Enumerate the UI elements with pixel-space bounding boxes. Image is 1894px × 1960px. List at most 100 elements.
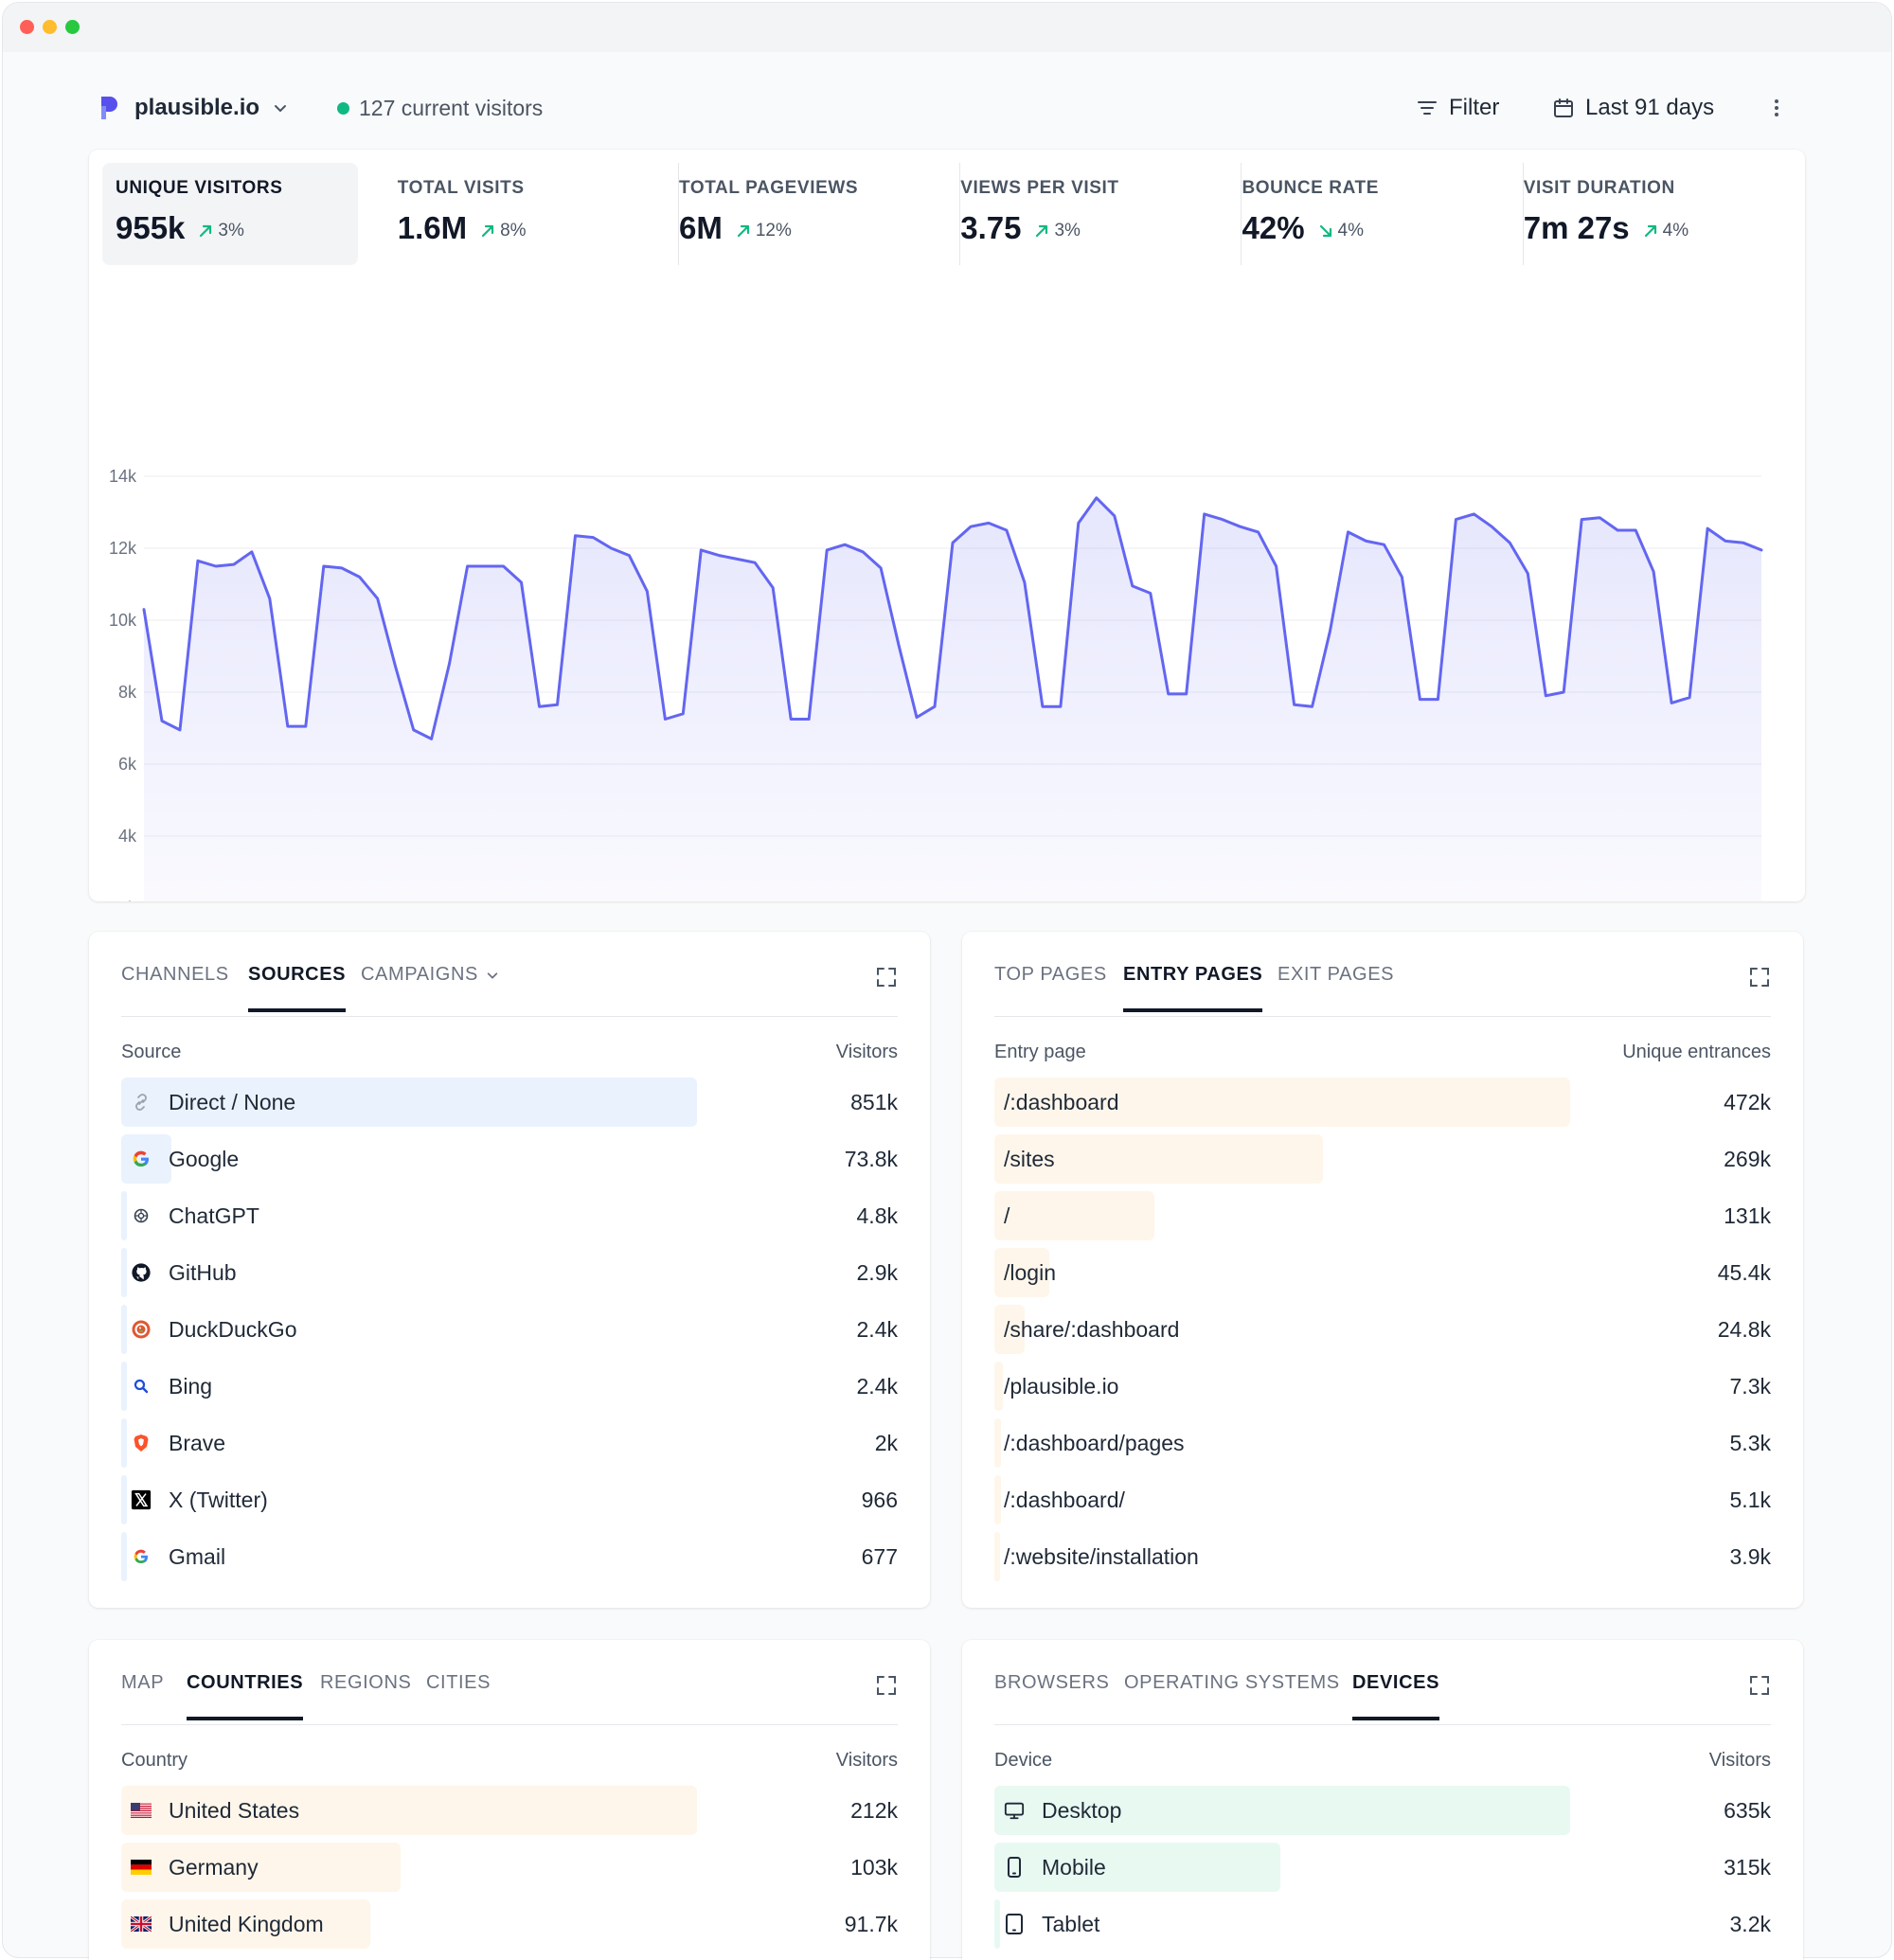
tab-cities[interactable]: CITIES — [426, 1672, 491, 1720]
list-item-label: ChatGPT — [169, 1203, 259, 1228]
data-point — [448, 662, 452, 666]
date-range-picker[interactable]: Last 91 days — [1553, 87, 1714, 129]
list-item[interactable]: GitHub 2.9k — [121, 1244, 898, 1301]
list-item[interactable]: ChatGPT 4.8k — [121, 1187, 898, 1244]
list-item[interactable]: Bing 2.4k — [121, 1358, 898, 1415]
list-item[interactable]: /sites 269k — [994, 1131, 1771, 1187]
y-tick-label: 14k — [109, 467, 137, 486]
list-item-label: GitHub — [169, 1259, 237, 1285]
metric-views-per-visit[interactable]: VIEWS PER VISIT 3.75 3% — [947, 163, 1242, 265]
list-item[interactable]: Tablet 3.2k — [994, 1896, 1771, 1952]
data-point — [1041, 704, 1045, 708]
data-point — [1329, 629, 1332, 633]
list-item[interactable]: X (Twitter) 966 — [121, 1471, 898, 1528]
current-visitors[interactable]: 127 current visitors — [337, 87, 543, 129]
list-item[interactable]: /:dashboard/pages 5.3k — [994, 1415, 1771, 1471]
metric-total-pageviews[interactable]: TOTAL PAGEVIEWS 6M 12% — [666, 163, 961, 265]
pages-list: /:dashboard 472k/sites 269k / 131k/login 45.4… — [994, 1074, 1771, 1585]
tab-channels[interactable]: CHANNELS — [121, 964, 229, 1012]
list-item[interactable]: / 131k — [994, 1187, 1771, 1244]
metric-bounce-rate[interactable]: BOUNCE RATE 42% 4% — [1228, 163, 1524, 265]
y-tick-label: 8k — [118, 683, 137, 702]
list-item[interactable]: Germany 103k — [121, 1839, 898, 1896]
list-item[interactable]: /login 45.4k — [994, 1244, 1771, 1301]
metric-value: 3.75 — [960, 210, 1022, 245]
list-item[interactable]: Gmail 677 — [121, 1528, 898, 1585]
tab-campaigns[interactable]: CAMPAIGNS — [361, 964, 499, 1012]
tab-label: CHANNELS — [121, 964, 229, 985]
metric-total-visits[interactable]: TOTAL VISITS 1.6M 8% — [384, 163, 679, 265]
expand-icon[interactable] — [1748, 966, 1771, 989]
tab-browsers[interactable]: BROWSERS — [994, 1672, 1109, 1720]
live-dot-icon — [337, 101, 349, 115]
share-bar — [121, 1305, 127, 1354]
metric-divider — [1522, 163, 1524, 265]
list-item-value: 24.8k — [1717, 1316, 1771, 1342]
data-point — [735, 557, 739, 561]
data-point — [412, 728, 416, 732]
list-item[interactable]: Google 73.8k — [121, 1131, 898, 1187]
devices-list: Desktop 635k Mobile 315k Tablet 3.2k — [994, 1782, 1771, 1952]
list-item[interactable]: Brave 2k — [121, 1415, 898, 1471]
metric-unique-visitors[interactable]: UNIQUE VISITORS 955k 3% — [102, 163, 358, 265]
column-label: Country — [121, 1750, 188, 1771]
tab-label: TOP PAGES — [994, 964, 1107, 985]
metric-visit-duration[interactable]: VISIT DURATION 7m 27s 4% — [1510, 163, 1792, 265]
list-item[interactable]: /:dashboard/5.1k — [994, 1471, 1771, 1528]
metric-value: 1.6M — [397, 210, 468, 245]
list-item[interactable]: DuckDuckGo 2.4k — [121, 1301, 898, 1358]
list-item[interactable]: /:website/installation 3.9k — [994, 1528, 1771, 1585]
list-item-label-wrap: Mobile — [1004, 1839, 1106, 1896]
link-icon — [131, 1092, 152, 1113]
tab-countries[interactable]: COUNTRIES — [187, 1672, 304, 1720]
tab-entry-pages[interactable]: ENTRY PAGES — [1123, 964, 1263, 1012]
site-switcher[interactable]: plausible.io — [98, 87, 288, 129]
tab-regions[interactable]: REGIONS — [320, 1672, 411, 1720]
data-point — [1454, 518, 1457, 522]
column-metric-label: Visitors — [1708, 1750, 1771, 1771]
list-item-label-wrap: DuckDuckGo — [131, 1301, 296, 1358]
metric-label: UNIQUE VISITORS — [116, 178, 283, 198]
list-item[interactable]: Direct / None 851k — [121, 1074, 898, 1131]
calendar-icon — [1554, 98, 1573, 117]
tab-devices[interactable]: DEVICES — [1352, 1672, 1440, 1720]
expand-icon[interactable] — [875, 966, 898, 989]
tab-label: BROWSERS — [994, 1672, 1110, 1693]
tab-label: EXIT PAGES — [1278, 964, 1395, 985]
metric-change: 3% — [1034, 221, 1081, 241]
filter-button[interactable]: Filter — [1417, 87, 1499, 129]
list-item[interactable]: Mobile 315k — [994, 1839, 1771, 1896]
list-item-value: 2k — [874, 1430, 898, 1455]
data-point — [502, 564, 506, 568]
list-item-label-wrap: /plausible.io — [1004, 1358, 1118, 1415]
data-point — [1688, 696, 1691, 700]
list-item-label-wrap: /:website/installation — [1004, 1528, 1199, 1585]
list-item[interactable]: /share/:dashboard 24.8k — [994, 1301, 1771, 1358]
data-point — [1544, 694, 1547, 698]
tab-exit-pages[interactable]: EXIT PAGES — [1278, 964, 1394, 1012]
column-header: Device Visitors — [994, 1750, 1771, 1773]
tab-map[interactable]: MAP — [121, 1672, 164, 1720]
expand-icon[interactable] — [1748, 1674, 1771, 1697]
list-item-value: 5.3k — [1729, 1430, 1771, 1455]
list-item[interactable]: /:dashboard 472k — [994, 1074, 1771, 1131]
list-item-value: 2.4k — [856, 1373, 898, 1399]
tab-operating-systems[interactable]: OPERATING SYSTEMS — [1124, 1672, 1340, 1720]
more-options-button[interactable] — [1765, 87, 1799, 129]
expand-icon[interactable] — [875, 1674, 898, 1697]
list-item[interactable]: /plausible.io 7.3k — [994, 1358, 1771, 1415]
maximize-window-button[interactable] — [65, 20, 80, 34]
minimize-window-button[interactable] — [43, 20, 57, 34]
tab-sources[interactable]: SOURCES — [248, 964, 347, 1012]
list-item[interactable]: United States 212k — [121, 1782, 898, 1839]
data-point — [1275, 564, 1278, 568]
data-point — [1526, 572, 1529, 576]
visitors-chart[interactable]: 02k4k6k8k10k12k14k20 Mar30 Mar9 Apr19 Ap… — [89, 299, 1805, 1018]
tab-top-pages[interactable]: TOP PAGES — [994, 964, 1107, 1012]
list-item[interactable]: United Kingdom 91.7k — [121, 1896, 898, 1952]
arrow-up-right-icon — [482, 224, 494, 238]
data-point — [807, 718, 811, 722]
close-window-button[interactable] — [20, 20, 34, 34]
list-item-label: /sites — [1004, 1146, 1055, 1171]
list-item[interactable]: Desktop 635k — [994, 1782, 1771, 1839]
